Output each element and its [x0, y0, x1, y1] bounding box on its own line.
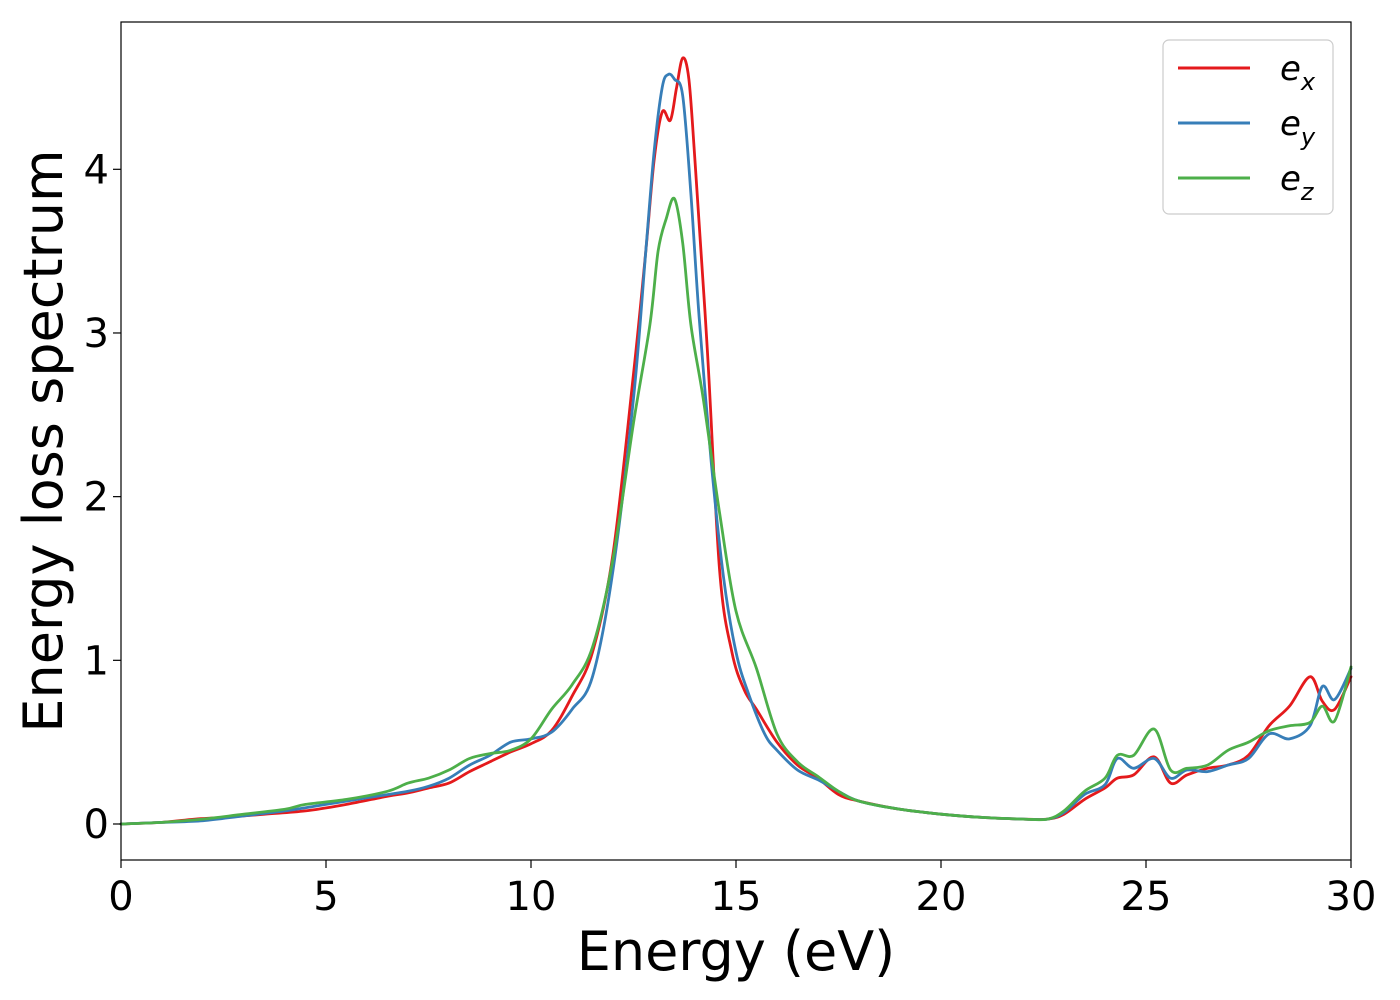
x-axis-label: Energy (eV) [577, 920, 896, 983]
x-axis-ticks: 0 5 10 15 20 25 30 [108, 860, 1376, 920]
legend-label-ey: ey [1280, 104, 1316, 151]
legend-label-subscript: z [1300, 178, 1315, 206]
plot-area [121, 22, 1351, 860]
legend-label-ex: ex [1280, 49, 1316, 96]
x-tick-label: 25 [1121, 874, 1172, 920]
x-tick-label: 0 [108, 874, 133, 920]
legend-label-subscript: x [1300, 68, 1316, 96]
series-line-ey [119, 72, 1353, 826]
x-tick-label: 20 [916, 874, 967, 920]
legend-label-base: e [1280, 159, 1301, 199]
y-tick-label: 0 [84, 802, 109, 848]
legend-frame [1162, 39, 1334, 215]
x-tick-label: 10 [506, 874, 557, 920]
series-lines [119, 56, 1353, 826]
legend-label-ez: ez [1280, 159, 1315, 206]
legend-label-base: e [1280, 49, 1301, 89]
y-tick-label: 3 [84, 311, 109, 357]
y-axis-label: Energy loss spectrum [12, 149, 75, 732]
x-tick-label: 5 [313, 874, 338, 920]
legend-label-base: e [1280, 104, 1301, 144]
y-tick-label: 2 [84, 475, 109, 521]
y-tick-label: 4 [84, 147, 109, 193]
y-axis-ticks: 0 1 2 3 4 [84, 147, 121, 848]
x-tick-label: 30 [1326, 874, 1377, 920]
series-line-ez [119, 196, 1353, 826]
x-tick-label: 15 [711, 874, 762, 920]
y-tick-label: 1 [84, 638, 109, 684]
legend-label-subscript: y [1300, 123, 1316, 151]
